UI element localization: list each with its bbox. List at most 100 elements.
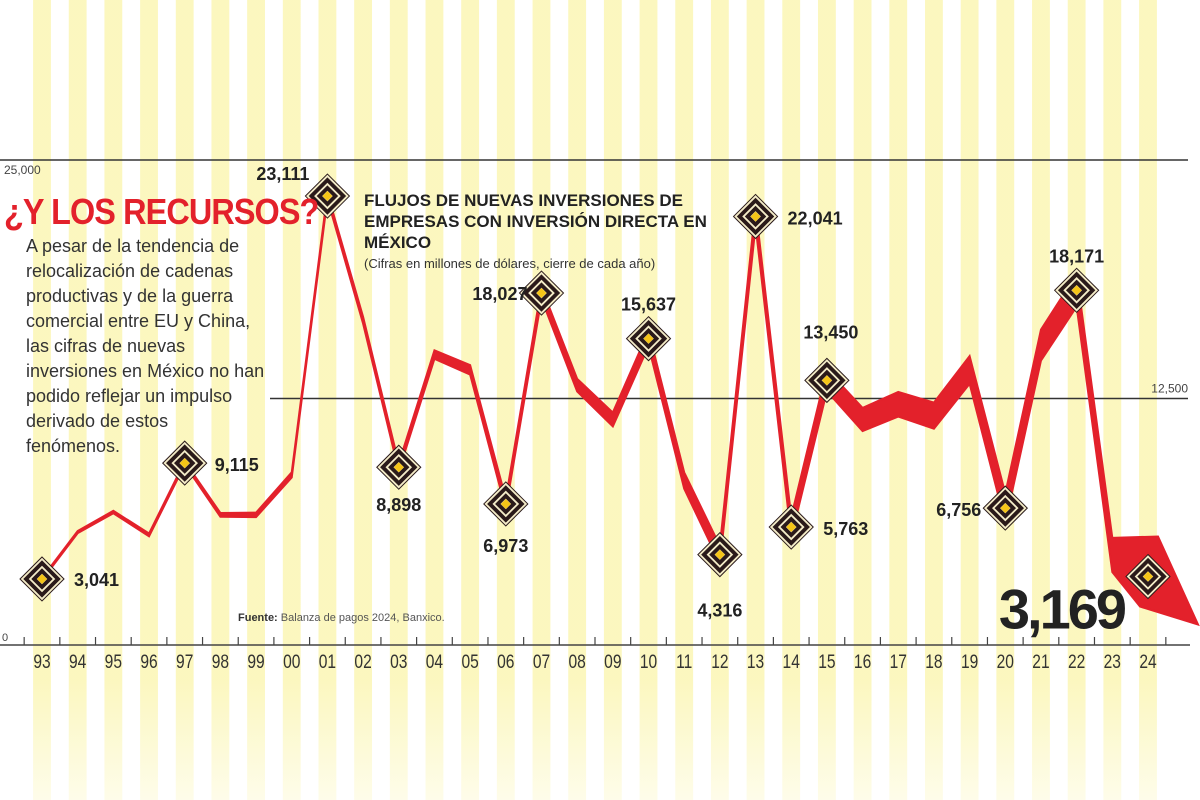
chart-title: FLUJOS DE NUEVAS INVERSIONES DE EMPRESAS… [364,191,707,252]
series-line [41,192,1200,627]
background-stripe [104,0,123,800]
data-label: 9,115 [215,455,259,475]
background-stripe [33,0,51,800]
data-label: 23,111 [256,164,309,184]
x-tick-label: 93 [33,651,50,673]
background-stripe [925,0,943,800]
data-label: 6,756 [936,500,981,520]
diamond-center [37,573,47,584]
data-label: 5,763 [823,519,868,539]
x-tick-label: 03 [390,651,407,673]
background-stripe [282,0,301,800]
x-tick-label: 22 [1068,651,1085,673]
background-stripe [532,0,551,800]
x-tick-label: 23 [1104,651,1121,673]
data-point-marker [982,485,1028,531]
background-stripe [639,0,658,800]
x-tick-label: 21 [1032,651,1049,673]
diamond-center [714,549,725,560]
background-stripe [996,0,1015,800]
diamond-center [500,498,511,509]
background-stripe [211,0,230,800]
background-stripe [140,0,158,800]
x-tick-label: 24 [1139,651,1157,673]
diamond-center [393,462,404,473]
data-label: 3,041 [74,570,119,590]
x-tick-label: 06 [497,651,514,673]
x-tick-label: 16 [854,651,871,673]
background-stripe [1032,0,1050,800]
y-tick-label: 0 [2,632,8,644]
data-label: 15,637 [621,295,676,315]
x-tick-label: 09 [604,651,621,673]
diamond-center [750,211,761,222]
data-point-marker [1053,267,1100,314]
x-tick-label: 05 [461,651,478,673]
data-label: 18,171 [1049,246,1104,266]
background-stripe [603,0,622,800]
x-tick-label: 99 [247,651,264,673]
x-tick-label: 19 [961,651,978,673]
background-stripe [568,0,587,800]
x-tick-label: 96 [140,651,157,673]
background-stripe [853,0,872,800]
diamond-center [786,522,797,533]
data-point-marker [376,444,422,490]
chart-title-block: FLUJOS DE NUEVAS INVERSIONES DE EMPRESAS… [364,190,744,272]
diamond-center [1071,285,1082,296]
x-tick-label: 94 [69,651,87,673]
x-tick-label: 95 [105,651,122,673]
data-label: 8,898 [376,495,421,515]
data-label: 18,027 [472,284,527,304]
background-stripe [675,0,694,800]
x-tick-label: 02 [354,651,371,673]
background-stripe [1067,0,1086,800]
background-stripe [1103,0,1122,800]
data-label: 13,450 [803,322,858,342]
x-tick-label: 07 [533,651,550,673]
diamond-center [821,375,832,386]
x-tick-label: 08 [569,651,586,673]
body-text: A pesar de la tendencia de relocalizació… [26,236,265,456]
data-point-marker [518,270,565,316]
diamond-center [1000,503,1011,514]
x-tick-label: 20 [997,651,1014,673]
x-tick-label: 11 [676,651,692,673]
data-point-marker [804,357,850,404]
y-tick-label: 25,000 [4,163,41,177]
data-point-marker [162,440,208,486]
background-stripe [354,0,373,800]
data-point-marker [19,556,65,602]
x-tick-label: 13 [747,651,764,673]
headline: ¿Y LOS RECURSOS? [4,191,319,232]
x-tick-label: 00 [283,651,300,673]
background-stripe [318,0,337,800]
data-point-marker [768,504,814,550]
x-tick-label: 17 [890,651,907,673]
x-tick-label: 18 [925,651,942,673]
chart-subtitle: (Cifras en millones de dólares, cierre d… [364,256,656,271]
data-point-marker [697,531,743,578]
x-tick-label: 01 [319,651,336,673]
data-point-marker [625,315,672,362]
background-stripe [247,0,265,800]
data-label: 6,973 [483,536,528,556]
background-stripe [746,0,765,800]
data-label: 3,169 [999,578,1126,641]
diamond-center [179,458,190,469]
background-stripe [1139,0,1157,800]
source-label: Fuente: [238,612,278,624]
x-tick-label: 14 [783,651,801,673]
data-point-marker [304,173,351,219]
x-tick-label: 15 [818,651,835,673]
x-tick-label: 10 [640,651,657,673]
background-stripe [425,0,444,800]
background-stripe [68,0,87,800]
background-stripe [960,0,979,800]
source-text: Balanza de pagos 2024, Banxico. [280,612,445,624]
data-label: 4,316 [697,601,742,621]
background-stripe [461,0,480,800]
y-tick-label: 12,500 [1151,382,1188,396]
x-tick-label: 04 [426,651,444,673]
